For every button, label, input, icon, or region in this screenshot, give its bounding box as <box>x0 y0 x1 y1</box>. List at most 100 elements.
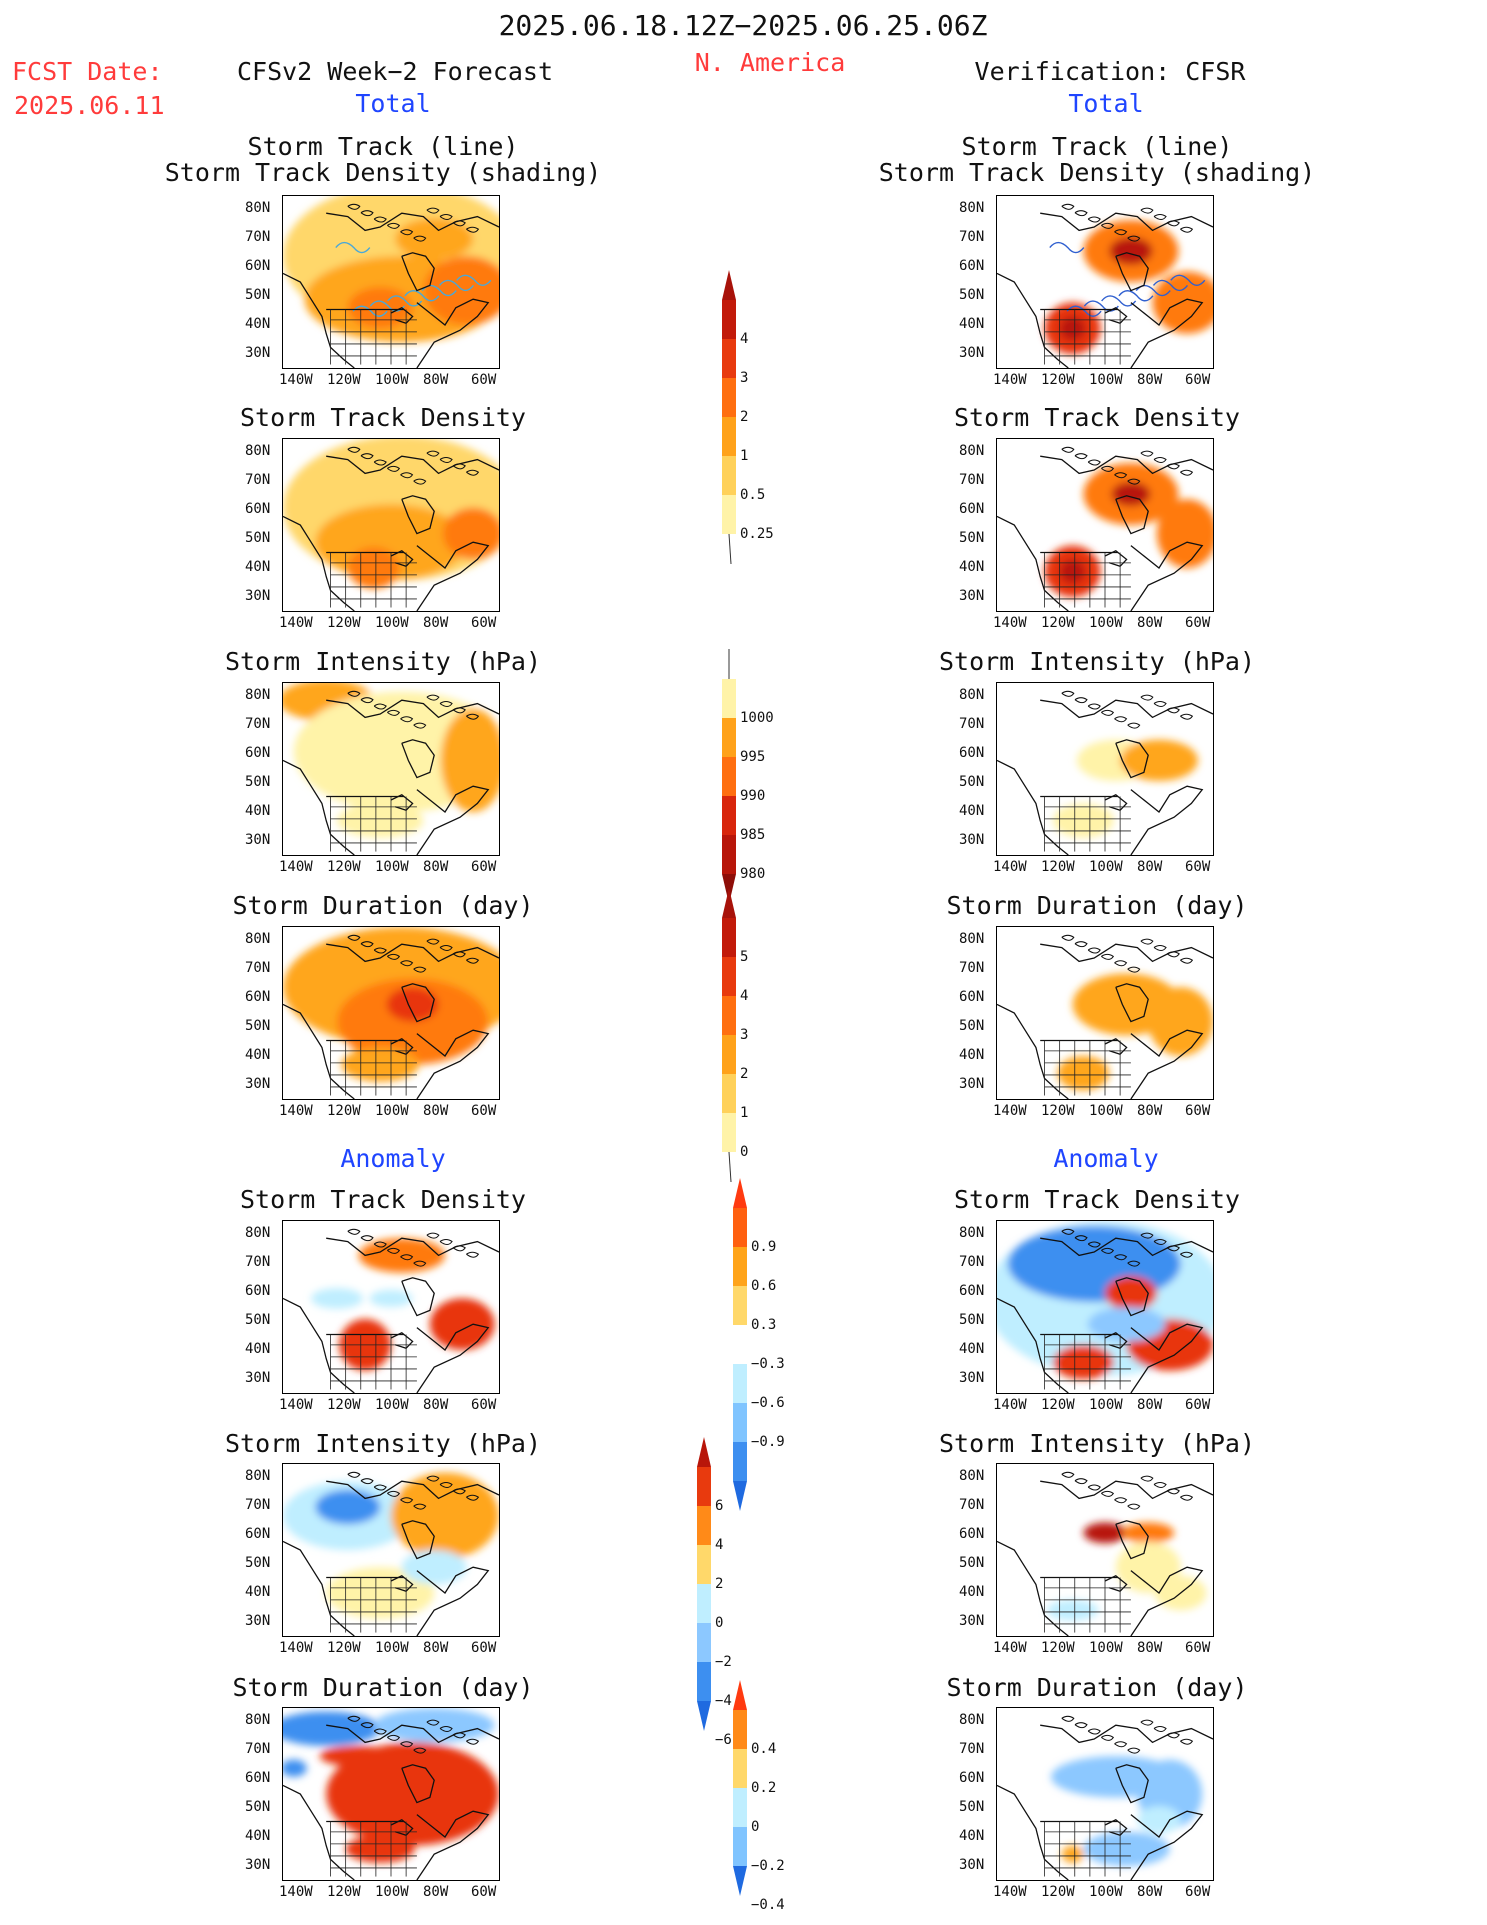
lat-label: 80N <box>245 200 271 216</box>
lon-label: 80W <box>423 1397 449 1413</box>
lat-label: 50N <box>245 774 271 790</box>
lat-label: 70N <box>959 472 985 488</box>
panel-title-left-duration: Storm Duration (day) <box>232 891 534 920</box>
lon-label: 120W <box>327 615 361 631</box>
panel-title-left-intensity-anom: Storm Intensity (hPa) <box>224 1429 542 1458</box>
colorbar-tick: 2 <box>740 1066 749 1082</box>
lon-label: 140W <box>279 615 313 631</box>
colorbar-tick: 0.6 <box>751 1278 777 1294</box>
lat-label: 50N <box>245 287 271 303</box>
lat-label: 70N <box>959 1741 985 1757</box>
lat-label: 30N <box>245 588 271 604</box>
lat-label: 40N <box>245 803 271 819</box>
right-anomaly-label: Anomaly <box>1053 1144 1159 1173</box>
lon-label: 120W <box>327 372 361 388</box>
lat-label: 70N <box>245 1254 271 1270</box>
lat-label: 60N <box>245 989 271 1005</box>
panel-title-left-intensity: Storm Intensity (hPa) <box>224 647 542 676</box>
lat-label: 60N <box>959 745 985 761</box>
lat-label: 70N <box>959 1254 985 1270</box>
lon-label: 60W <box>471 1884 497 1900</box>
lat-label: 60N <box>959 1283 985 1299</box>
map-left-duration <box>282 926 500 1100</box>
lat-label: 50N <box>245 1799 271 1815</box>
lat-label: 30N <box>245 1076 271 1092</box>
map-left-duration-anom <box>282 1707 500 1881</box>
lat-label: 50N <box>959 1312 985 1328</box>
lat-label: 60N <box>959 258 985 274</box>
colorbar-tick: 0.5 <box>740 487 766 503</box>
colorbar-tick: 4 <box>715 1537 724 1553</box>
lon-label: 100W <box>375 859 409 875</box>
panel-title-right-track-1: Storm Track (line) <box>961 132 1233 161</box>
panel-title-right-density: Storm Track Density <box>954 403 1240 432</box>
lat-label: 50N <box>245 530 271 546</box>
lat-label: 30N <box>245 345 271 361</box>
colorbar-tick: 4 <box>740 988 749 1004</box>
colorbar-tick: 0.3 <box>751 1317 777 1333</box>
colorbar-tick: 3 <box>740 370 749 386</box>
lat-label: 30N <box>959 1370 985 1386</box>
lon-label: 60W <box>471 615 497 631</box>
colorbar-tick: −0.2 <box>751 1858 785 1874</box>
lon-label: 80W <box>423 859 449 875</box>
lon-label: 140W <box>279 859 313 875</box>
left-anomaly-label: Anomaly <box>340 1144 446 1173</box>
lon-label: 100W <box>375 615 409 631</box>
lat-label: 70N <box>245 1741 271 1757</box>
lon-label: 120W <box>327 1103 361 1119</box>
lon-label: 60W <box>471 372 497 388</box>
lat-label: 40N <box>959 559 985 575</box>
lon-label: 80W <box>423 1884 449 1900</box>
lat-label: 40N <box>959 803 985 819</box>
map-left-density <box>282 438 500 612</box>
lat-label: 60N <box>245 1283 271 1299</box>
panel-title-right-duration-anom: Storm Duration (day) <box>946 1673 1248 1702</box>
lon-label: 120W <box>327 1640 361 1656</box>
map-left-intensity <box>282 682 500 856</box>
lon-label: 60W <box>1185 1397 1211 1413</box>
lat-label: 80N <box>245 1712 271 1728</box>
map-left-intensity-anom <box>282 1463 500 1637</box>
colorbar-tick: −0.3 <box>751 1356 785 1372</box>
lat-label: 30N <box>959 832 985 848</box>
lat-label: 30N <box>245 1370 271 1386</box>
map-left-track <box>282 195 500 369</box>
lat-label: 70N <box>959 716 985 732</box>
lat-label: 50N <box>245 1555 271 1571</box>
panel-title-left-density-anom: Storm Track Density <box>240 1185 526 1214</box>
lon-label: 100W <box>1089 1397 1123 1413</box>
lat-label: 70N <box>959 1497 985 1513</box>
lon-label: 80W <box>423 372 449 388</box>
lat-label: 70N <box>959 960 985 976</box>
lat-label: 30N <box>245 1613 271 1629</box>
lat-label: 40N <box>245 316 271 332</box>
colorbar-tick: 0 <box>740 1144 749 1160</box>
lon-label: 80W <box>423 1103 449 1119</box>
lat-label: 60N <box>959 1526 985 1542</box>
lat-label: 80N <box>245 687 271 703</box>
lon-label: 100W <box>375 1397 409 1413</box>
lat-label: 40N <box>959 1584 985 1600</box>
lon-label: 120W <box>1041 1397 1075 1413</box>
colorbar-tick: 5 <box>740 949 749 965</box>
lon-label: 80W <box>1137 1884 1163 1900</box>
lat-label: 40N <box>959 1828 985 1844</box>
lon-label: 60W <box>1185 372 1211 388</box>
lat-label: 60N <box>245 1526 271 1542</box>
colorbar-tick: 2 <box>715 1576 724 1592</box>
lon-label: 60W <box>1185 1884 1211 1900</box>
lat-label: 80N <box>959 200 985 216</box>
lon-label: 140W <box>993 1397 1027 1413</box>
region-title: N. America <box>694 48 846 77</box>
lon-label: 80W <box>1137 1103 1163 1119</box>
lat-label: 40N <box>959 1341 985 1357</box>
colorbar-tick: 0.4 <box>751 1741 777 1757</box>
colorbar-tick: −0.4 <box>751 1897 785 1913</box>
map-right-duration <box>996 926 1214 1100</box>
lon-label: 60W <box>1185 1640 1211 1656</box>
colorbar-tick: −0.6 <box>751 1395 785 1411</box>
lat-label: 70N <box>245 472 271 488</box>
map-right-intensity <box>996 682 1214 856</box>
lat-label: 40N <box>245 1341 271 1357</box>
